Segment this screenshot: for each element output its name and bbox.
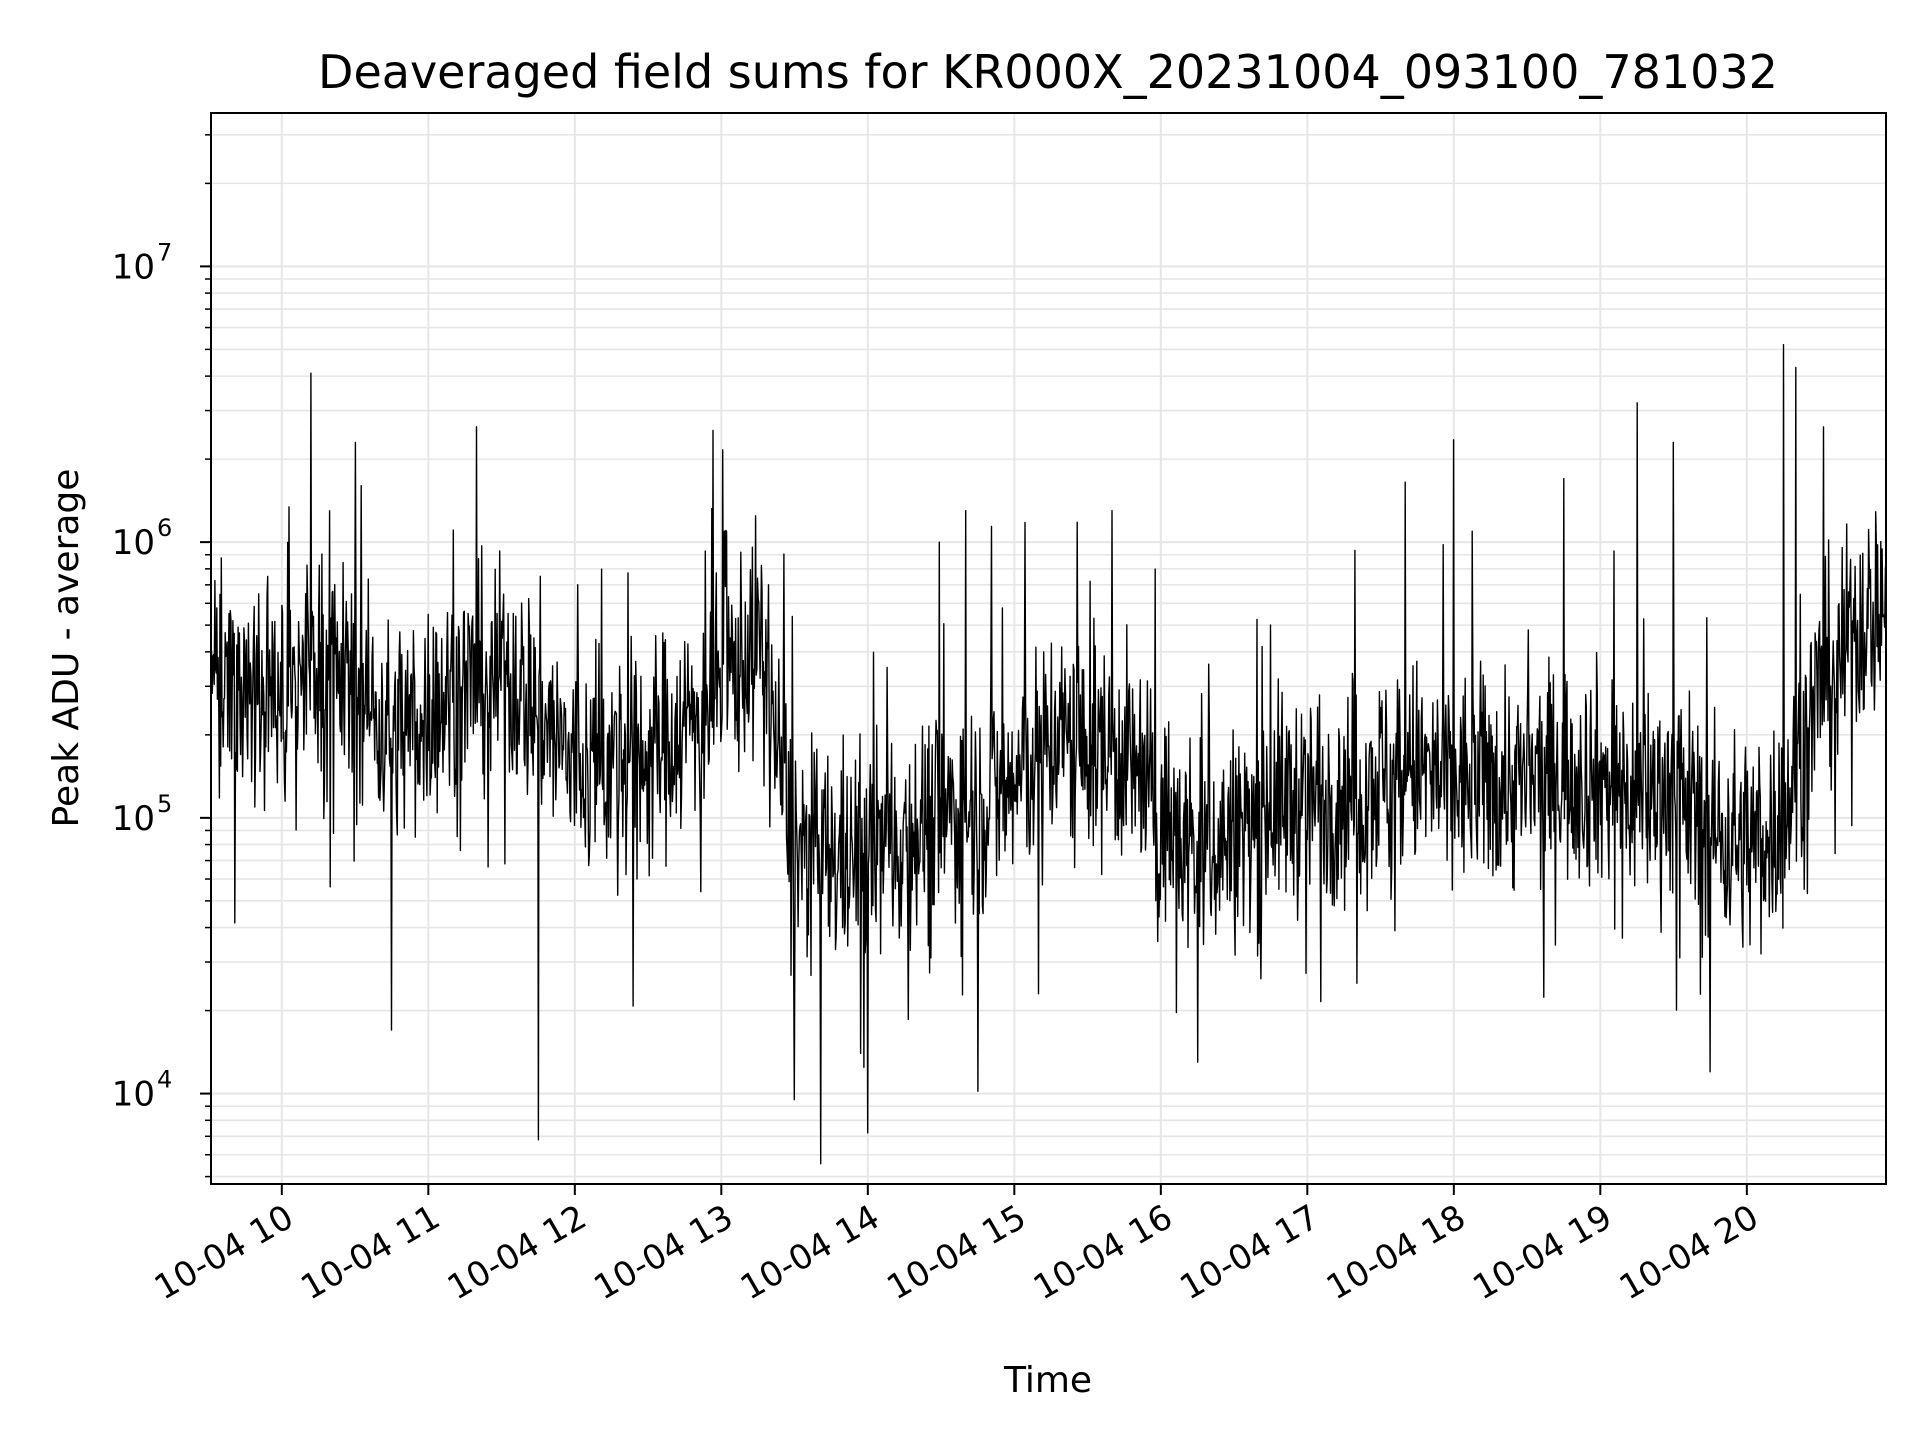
- chart-title: Deaveraged field sums for KR000X_2023100…: [318, 45, 1778, 99]
- series-path: [210, 344, 1887, 1165]
- y-tick-label: 10: [112, 523, 155, 563]
- y-tick-label: 10: [112, 1075, 155, 1115]
- grid-lines: [211, 113, 1886, 1184]
- series-line: [210, 344, 1887, 1165]
- y-tick-exponent: 6: [157, 514, 172, 542]
- y-tick-label: 10: [112, 247, 155, 287]
- y-tick-exponent: 4: [157, 1066, 172, 1094]
- plot-frame: [210, 112, 1887, 1185]
- y-tick-label: 10: [112, 799, 155, 839]
- y-tick-exponent: 7: [157, 238, 172, 266]
- y-axis-label: Peak ADU - average: [46, 469, 87, 828]
- y-tick-exponent: 5: [157, 790, 172, 818]
- x-axis-label: Time: [1003, 1360, 1092, 1401]
